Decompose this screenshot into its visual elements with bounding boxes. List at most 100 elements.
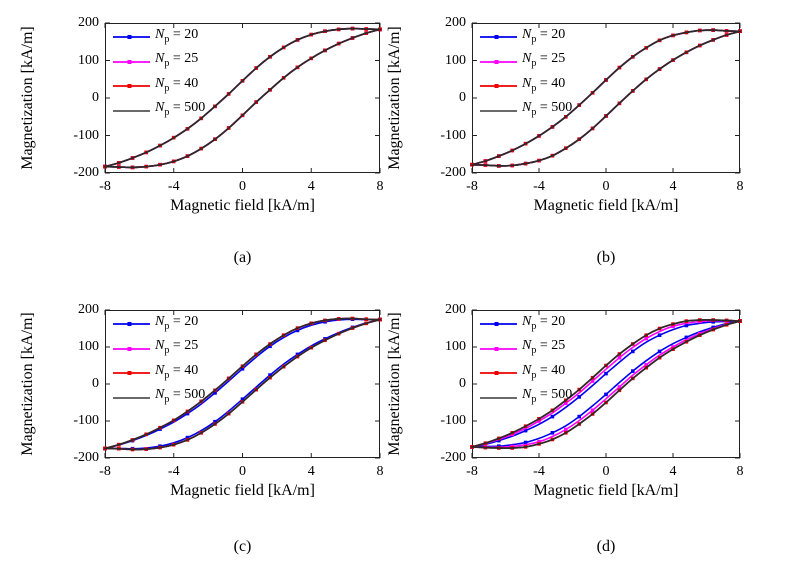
subplot-caption: (b) — [596, 249, 616, 266]
legend-label: Np = 20 — [155, 26, 198, 47]
marker-np20 — [213, 419, 217, 424]
marker-np20 — [268, 344, 272, 349]
marker-np20 — [295, 352, 300, 357]
curve-np500-lower-branch — [104, 28, 381, 169]
legend-label-value: = 25 — [536, 338, 566, 354]
legend-label-value: = 25 — [169, 338, 199, 354]
curve-np500-upper-branch — [471, 29, 741, 166]
x-tick-label: 4 — [669, 464, 677, 479]
legend-item: Np = 20 — [113, 313, 198, 335]
y-tick-label: -100 — [440, 127, 466, 143]
x-tick-label: -4 — [167, 179, 180, 194]
x-tick-label: 4 — [307, 179, 315, 194]
legend-swatch — [113, 35, 150, 39]
legend-label-value: = 40 — [169, 75, 199, 91]
legend-label-value: = 25 — [536, 51, 566, 67]
y-tick-label: -100 — [440, 413, 466, 428]
curve-np25-upper-branch — [471, 319, 741, 448]
legend-marker — [127, 84, 132, 88]
x-tick-label: -8 — [466, 179, 478, 194]
legend-label: Np = 500 — [155, 101, 205, 120]
legend-item: Np = 500 — [480, 100, 572, 122]
marker-np25 — [644, 336, 648, 341]
curve-np500-upper-branch — [471, 319, 741, 448]
y-tick-label: -200 — [440, 450, 466, 465]
legend-swatch — [113, 322, 150, 326]
legend-label-subscript: p — [164, 320, 170, 332]
legend-swatch — [113, 346, 150, 351]
marker-np20 — [240, 367, 245, 371]
legend-item: Np = 20 — [480, 26, 565, 48]
curve-np500-lower-branch — [471, 320, 741, 449]
x-tick-label: -8 — [466, 464, 478, 479]
x-tick-label: 8 — [376, 464, 384, 479]
marker-np20 — [550, 414, 555, 419]
marker-np20 — [657, 333, 662, 337]
x-tick-label: -4 — [533, 179, 545, 194]
subplot-caption: (c) — [233, 538, 252, 555]
curve-np500-lower-branch — [104, 318, 381, 451]
legend-label: Np = 25 — [522, 339, 565, 358]
legend-label-subscript: p — [531, 33, 537, 45]
subplot-a — [103, 22, 382, 174]
marker-np20 — [295, 328, 300, 333]
legend-label-subscript: p — [164, 57, 170, 69]
x-axis-label: Magnetic field [kA/m] — [533, 482, 679, 499]
legend-item: Np = 500 — [480, 387, 572, 409]
y-axis-label: Magnetization [kA/m] — [386, 312, 403, 456]
marker-np20 — [604, 371, 608, 376]
legend-marker — [494, 322, 499, 326]
legend-label: Np = 25 — [155, 339, 198, 358]
legend-label-value: = 40 — [169, 362, 199, 378]
legend-label-value: = 20 — [536, 313, 566, 329]
x-tick-label: -8 — [99, 179, 111, 194]
legend-label-value: = 20 — [536, 26, 566, 42]
x-tick-label: 0 — [602, 179, 610, 194]
legend-label-subscript: p — [164, 82, 170, 94]
legend-marker — [127, 322, 132, 326]
legend-label: Np = 20 — [155, 313, 198, 334]
legend-label-value: = 40 — [536, 362, 566, 378]
subplot-caption: (a) — [233, 249, 252, 266]
curve-np40-upper-branch — [104, 27, 381, 168]
legend-label: Np = 40 — [522, 75, 565, 96]
y-tick-label: 100 — [78, 339, 99, 354]
marker-np20 — [711, 325, 715, 330]
y-tick-label: 0 — [459, 376, 466, 391]
legend-label-subscript: p — [531, 320, 537, 332]
legend-swatch — [480, 109, 517, 112]
legend-item: Np = 40 — [480, 75, 565, 97]
marker-np20 — [185, 411, 190, 416]
legend-swatch — [113, 84, 150, 88]
legend-label-symbol: N — [522, 75, 532, 91]
y-tick-label: 100 — [445, 52, 466, 68]
legend-label-symbol: N — [155, 338, 165, 354]
marker-np20 — [631, 369, 635, 373]
legend-item: Np = 500 — [113, 387, 205, 409]
marker-np20 — [523, 440, 528, 445]
y-tick-label: 100 — [78, 52, 99, 68]
legend-label-subscript: p — [531, 344, 537, 356]
legend-item: Np = 20 — [113, 26, 198, 48]
legend-item: Np = 25 — [480, 338, 565, 360]
legend-marker — [127, 59, 132, 64]
legend-item: Np = 25 — [113, 338, 198, 360]
x-tick-label: -8 — [99, 464, 111, 479]
legend-marker — [494, 35, 499, 39]
subplot-b — [470, 22, 742, 174]
legend-label: Np = 500 — [522, 388, 572, 407]
legend-label-symbol: N — [155, 313, 165, 329]
legend-marker — [127, 371, 132, 375]
marker-np20 — [213, 391, 217, 395]
legend-item: Np = 20 — [480, 313, 565, 335]
legend-label-symbol: N — [155, 26, 165, 42]
legend-swatch — [480, 84, 517, 88]
legend-label: Np = 25 — [522, 52, 565, 71]
subplot-caption: (d) — [596, 538, 616, 555]
legend-marker — [127, 35, 132, 39]
marker-np20 — [497, 438, 501, 443]
legend-label-value: = 25 — [169, 51, 199, 67]
legend-label-subscript: p — [164, 369, 170, 381]
legend-marker — [494, 59, 499, 64]
